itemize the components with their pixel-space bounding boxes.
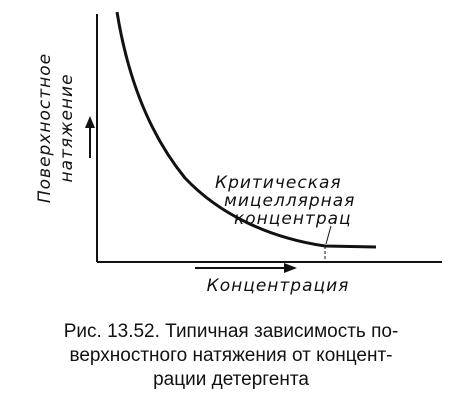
annotation: Критическая	[215, 173, 342, 193]
caption: верхностного натяжения от концент-	[69, 345, 392, 366]
curve	[115, 11, 377, 249]
y-arrow-head	[85, 116, 95, 128]
annotation: концентрац	[234, 209, 352, 229]
caption: Рис. 13.52. Типичная зависимость по-	[64, 321, 399, 342]
caption: рации детергента	[153, 369, 309, 390]
annotation: мицеллярная	[224, 191, 355, 211]
leader-line	[325, 225, 332, 245]
x-axis-label: Концентрация	[207, 276, 350, 296]
y-axis-label: Поверхностное	[35, 53, 55, 203]
y-axis-label: натяжение	[57, 73, 77, 182]
x-arrow-head	[284, 263, 297, 273]
